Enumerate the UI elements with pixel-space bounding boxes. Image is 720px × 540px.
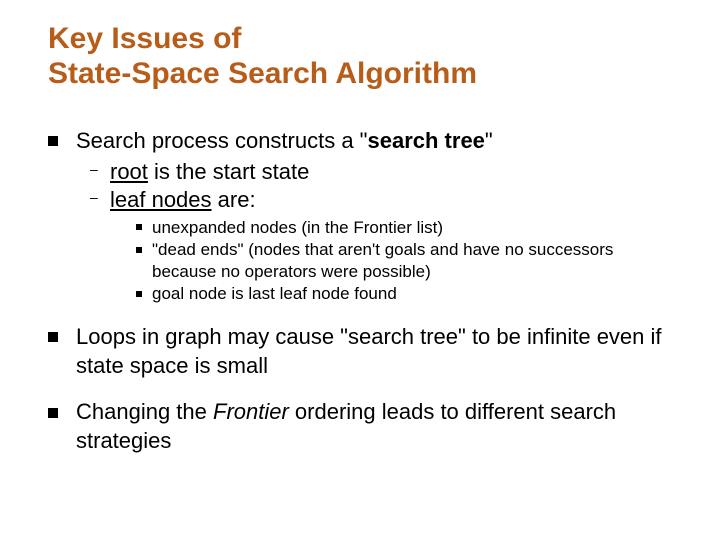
bullet-1-text: Search process constructs a "search tree…	[76, 128, 493, 153]
sub-sub-2: "dead ends" (nodes that aren't goals and…	[110, 239, 680, 283]
dash-bullet-icon: –	[90, 188, 98, 206]
square-bullet-icon	[136, 224, 142, 230]
bullet-3-text: Changing the Frontier ordering leads to …	[76, 399, 616, 453]
sub-sub-3: goal node is last leaf node found	[110, 283, 680, 305]
title-line-2: State-Space Search Algorithm	[48, 57, 680, 92]
title-line-1: Key Issues of	[48, 22, 680, 57]
sub-sub-list: unexpanded nodes (in the Frontier list) …	[110, 217, 680, 305]
square-bullet-icon	[136, 291, 142, 297]
slide-title: Key Issues of State-Space Search Algorit…	[48, 22, 680, 91]
square-bullet-icon	[48, 332, 58, 342]
bullet-2: Loops in graph may cause "search tree" t…	[48, 323, 680, 380]
slide-body: Search process constructs a "search tree…	[48, 127, 680, 456]
bullet-1: Search process constructs a "search tree…	[48, 127, 680, 305]
bullet-3: Changing the Frontier ordering leads to …	[48, 398, 680, 455]
sub-1-1: – root is the start state	[76, 158, 680, 187]
sub-1-2: – leaf nodes are: unexpanded nodes (in t…	[76, 186, 680, 305]
square-bullet-icon	[48, 136, 58, 146]
square-bullet-icon	[136, 247, 142, 253]
slide: Key Issues of State-Space Search Algorit…	[0, 0, 720, 540]
sub-list-1: – root is the start state – leaf nodes a…	[76, 158, 680, 306]
square-bullet-icon	[48, 408, 58, 418]
sub-sub-1: unexpanded nodes (in the Frontier list)	[110, 217, 680, 239]
bullet-list: Search process constructs a "search tree…	[48, 127, 680, 456]
dash-bullet-icon: –	[90, 160, 98, 178]
